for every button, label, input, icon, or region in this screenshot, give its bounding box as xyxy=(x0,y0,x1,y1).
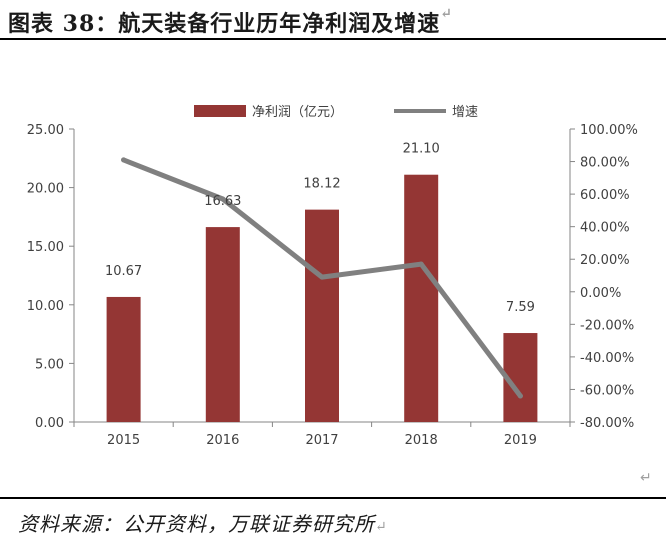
growth-point xyxy=(319,274,325,280)
right-axis-tick-label: -60.00% xyxy=(580,383,634,398)
right-axis-tick-label: 80.00% xyxy=(580,156,630,171)
legend: 净利润（亿元） 增速 xyxy=(194,105,478,120)
x-axis-tick-label: 2016 xyxy=(206,433,239,448)
growth-point xyxy=(121,157,127,163)
left-axis-tick-label: 20.00 xyxy=(27,182,64,197)
legend-swatch-net-profit xyxy=(194,105,246,117)
growth-line xyxy=(121,157,523,399)
data-labels: 10.67 16.63 18.12 21.10 7.59 xyxy=(105,142,535,315)
right-axis-tick-label: -80.00% xyxy=(580,416,634,431)
x-axis-tick-label: 2017 xyxy=(305,433,338,448)
bar-data-label: 16.63 xyxy=(204,194,241,209)
source-note: 资料来源：公开资料，万联证券研究所↵ xyxy=(18,512,388,536)
x-axis-tick-label: 2015 xyxy=(107,433,140,448)
chart: 净利润（亿元） 增速 0.00 5.00 10.00 15.00 20.00 25.00 -… xyxy=(27,105,638,448)
source-return-mark: ↵ xyxy=(375,519,388,535)
bars xyxy=(106,174,538,422)
corner-return-mark: ↵ xyxy=(640,470,652,486)
x-axis-tick-label: 2019 xyxy=(504,433,537,448)
right-axis-tick-label: 40.00% xyxy=(580,221,630,236)
figure-title: 图表 38：航天装备行业历年净利润及增速 ↵ xyxy=(8,6,454,37)
legend-label-net-profit: 净利润（亿元） xyxy=(252,105,343,120)
bar-net-profit xyxy=(305,209,339,422)
x-axis-tick-label: 2018 xyxy=(405,433,438,448)
bar-net-profit xyxy=(404,174,439,422)
right-axis-tick-label: 0.00% xyxy=(580,286,621,301)
top-rule xyxy=(0,38,666,40)
bar-net-profit xyxy=(106,296,141,422)
right-axis-tick-label: -20.00% xyxy=(580,318,634,333)
left-axis-tick-label: 5.00 xyxy=(35,357,64,372)
right-axis-tick-label: 60.00% xyxy=(580,188,630,203)
right-axis-tick-label: 100.00% xyxy=(580,123,638,138)
bottom-rule xyxy=(0,497,666,499)
left-axis-tick-label: 10.00 xyxy=(27,299,64,314)
bar-net-profit xyxy=(205,227,240,422)
bar-data-label: 18.12 xyxy=(303,177,340,192)
growth-point xyxy=(517,393,523,399)
growth-point xyxy=(418,261,424,267)
axes: 0.00 5.00 10.00 15.00 20.00 25.00 -80.00% -60.0… xyxy=(27,123,638,448)
bar-data-label: 10.67 xyxy=(105,264,142,279)
left-axis-tick-label: 15.00 xyxy=(27,240,64,255)
left-axis-tick-label: 0.00 xyxy=(35,416,64,431)
growth-point xyxy=(220,196,226,202)
legend-label-growth: 增速 xyxy=(452,105,478,120)
title-return-mark: ↵ xyxy=(440,6,454,22)
right-axis-tick-label: 20.00% xyxy=(580,253,630,268)
bar-data-label: 7.59 xyxy=(506,300,535,315)
bar-data-label: 21.10 xyxy=(403,142,440,157)
right-axis-tick-label: -40.00% xyxy=(580,351,634,366)
left-axis-tick-label: 25.00 xyxy=(27,123,64,138)
